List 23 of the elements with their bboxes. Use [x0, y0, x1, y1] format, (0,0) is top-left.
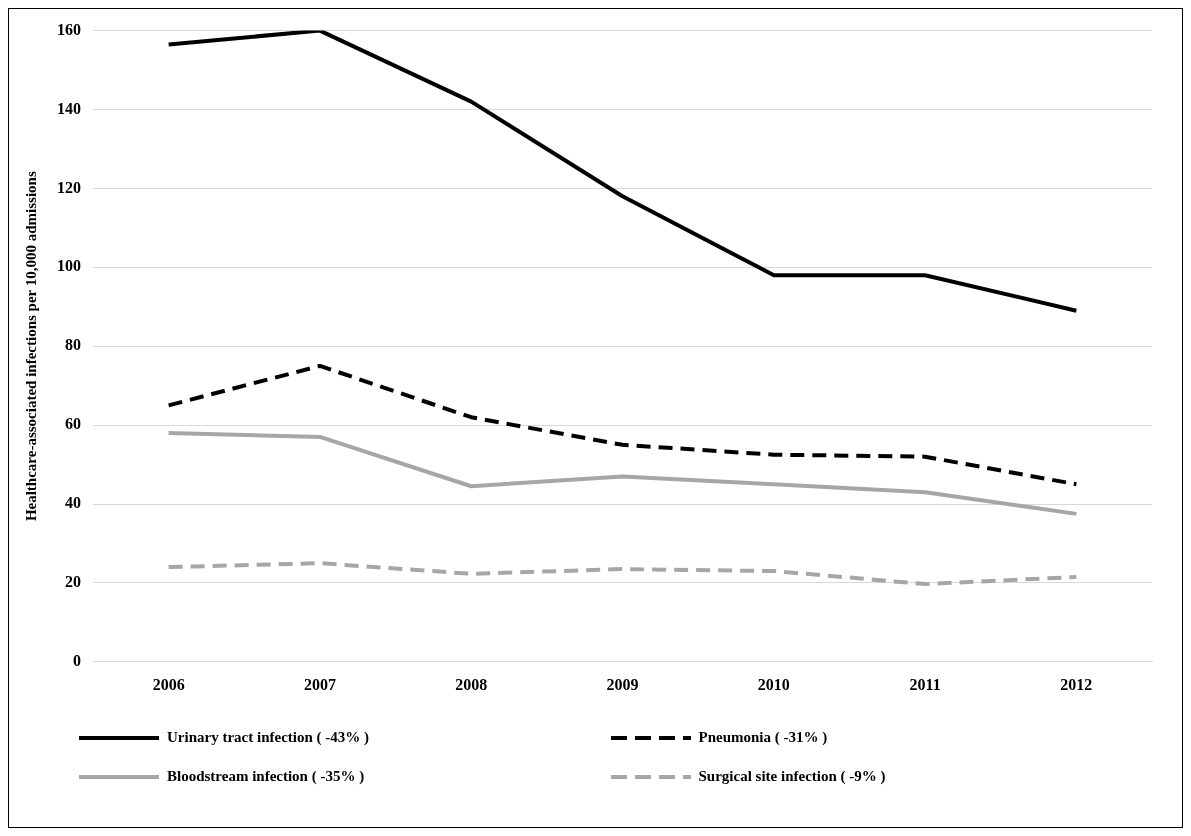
y-tick-label: 160	[57, 20, 81, 38]
x-tick-label: 2007	[303, 675, 336, 693]
x-tick-label: 2010	[757, 675, 790, 693]
y-tick-label: 40	[65, 494, 81, 512]
y-tick-label: 80	[65, 336, 81, 354]
y-tick-label: 120	[57, 178, 81, 196]
line-series	[166, 363, 1079, 487]
legend-label: Pneumonia ( -31% )	[698, 729, 828, 746]
x-tick-label: 2006	[152, 675, 185, 693]
y-tick-label: 140	[57, 99, 81, 117]
x-tick-label: 2008	[455, 675, 488, 693]
y-tick-label: 20	[65, 573, 81, 591]
x-tick-label: 2011	[909, 675, 941, 693]
y-tick-label: 100	[57, 257, 81, 275]
y-tick-label: 60	[65, 415, 81, 433]
x-tick-label: 2009	[606, 675, 639, 693]
legend-label: Surgical site infection ( -9% )	[698, 768, 886, 785]
y-axis-title: Healthcare-associated infections per 10,000 admissions	[22, 171, 39, 522]
legend-label: Bloodstream infection ( -35% )	[167, 768, 365, 785]
x-tick-label: 2012	[1060, 675, 1093, 693]
y-tick-label: 0	[73, 651, 81, 669]
line-series	[166, 561, 1079, 587]
legend-label: Urinary tract infection ( -43% )	[167, 729, 370, 746]
